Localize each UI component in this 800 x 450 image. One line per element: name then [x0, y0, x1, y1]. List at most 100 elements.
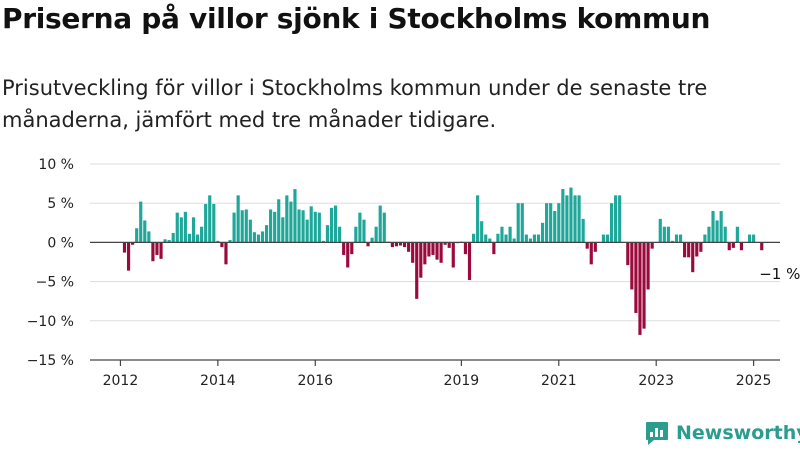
bar — [650, 242, 654, 249]
bar — [228, 240, 232, 243]
bar — [711, 211, 715, 243]
bar — [423, 242, 427, 265]
bar — [159, 242, 163, 259]
bar — [691, 242, 695, 273]
x-tick-label: 2025 — [736, 373, 772, 389]
bar — [325, 225, 330, 243]
bar — [674, 234, 679, 243]
bar — [666, 226, 670, 243]
bar — [516, 203, 520, 243]
bar — [313, 211, 317, 243]
bar — [504, 234, 508, 243]
bar — [678, 234, 683, 243]
bar — [374, 226, 378, 243]
x-tick-label: 2012 — [103, 373, 139, 389]
bar — [200, 226, 204, 243]
bar — [402, 242, 407, 248]
bar — [378, 205, 382, 243]
bar — [419, 242, 423, 278]
bar — [549, 203, 553, 243]
bar — [407, 242, 411, 252]
bar — [703, 234, 707, 243]
bar — [224, 242, 228, 265]
bar — [155, 242, 159, 255]
bar — [143, 220, 147, 243]
bar — [658, 218, 662, 243]
bar — [398, 242, 403, 246]
bar — [346, 242, 350, 268]
bar — [342, 242, 346, 255]
bar — [715, 220, 719, 243]
bar — [431, 242, 435, 255]
y-tick-label: 5 % — [47, 196, 74, 212]
bar — [463, 242, 468, 255]
bar — [609, 203, 614, 243]
bar — [354, 226, 358, 243]
newsworthy-logo: Newsworthy — [644, 420, 800, 446]
x-tick-label: 2019 — [444, 373, 480, 389]
bar — [427, 242, 431, 257]
bar — [163, 239, 167, 243]
bar — [565, 195, 569, 243]
bar — [512, 238, 516, 243]
tick-labels: 10 % 5 % 0 % −5 % −10 % −15 % 2012 2014 2016 2019… — [27, 157, 800, 389]
bar — [216, 240, 220, 243]
bar — [683, 242, 687, 258]
bar — [646, 242, 650, 290]
bar — [187, 233, 192, 243]
bar — [545, 203, 549, 243]
bar — [135, 228, 139, 243]
bar — [739, 242, 744, 251]
bar — [256, 234, 261, 243]
bar — [630, 242, 634, 290]
bar — [435, 242, 439, 260]
bar — [723, 226, 727, 243]
bar — [500, 226, 504, 243]
bar — [126, 242, 131, 271]
chart-subtitle: Prisutveckling för villor i Stockholms k… — [2, 76, 708, 132]
bar — [362, 219, 366, 243]
bar — [264, 225, 269, 243]
bar — [488, 238, 492, 243]
bar — [577, 195, 581, 243]
x-tick-label: 2014 — [200, 373, 236, 389]
bar — [626, 242, 630, 266]
latest-value-label: −1 % — [759, 265, 800, 283]
bars — [122, 187, 764, 335]
bar — [151, 242, 155, 262]
bar — [248, 219, 252, 243]
bar — [670, 240, 675, 243]
bar-chart: 10 % 5 % 0 % −5 % −10 % −15 % 2012 2014 2016 2019… — [27, 157, 800, 389]
bar — [540, 222, 545, 243]
bar — [687, 242, 691, 258]
bar — [289, 201, 293, 243]
y-tick-label: 0 % — [47, 235, 74, 251]
bar — [569, 187, 573, 243]
bar — [443, 242, 447, 245]
bar — [212, 203, 216, 243]
bar — [699, 242, 703, 252]
bar — [122, 242, 127, 253]
bar — [605, 234, 610, 243]
bar — [281, 217, 285, 243]
bar — [220, 242, 224, 248]
grid-lines — [90, 163, 780, 361]
bar — [309, 206, 313, 243]
bar — [277, 199, 281, 243]
y-tick-label: −15 % — [27, 353, 74, 369]
bar — [350, 242, 354, 255]
x-tick-label: 2016 — [297, 373, 333, 389]
bar — [536, 234, 541, 243]
newsworthy-icon — [646, 422, 668, 445]
bar — [232, 212, 236, 243]
brand-name: Newsworthy — [676, 422, 800, 444]
axes — [90, 241, 780, 366]
bar — [593, 242, 597, 252]
bar — [581, 218, 585, 243]
bar — [585, 242, 589, 249]
bar — [260, 231, 265, 243]
bar — [467, 242, 472, 281]
y-tick-label: −5 % — [36, 275, 74, 291]
bar — [553, 211, 557, 243]
bar — [508, 226, 512, 243]
